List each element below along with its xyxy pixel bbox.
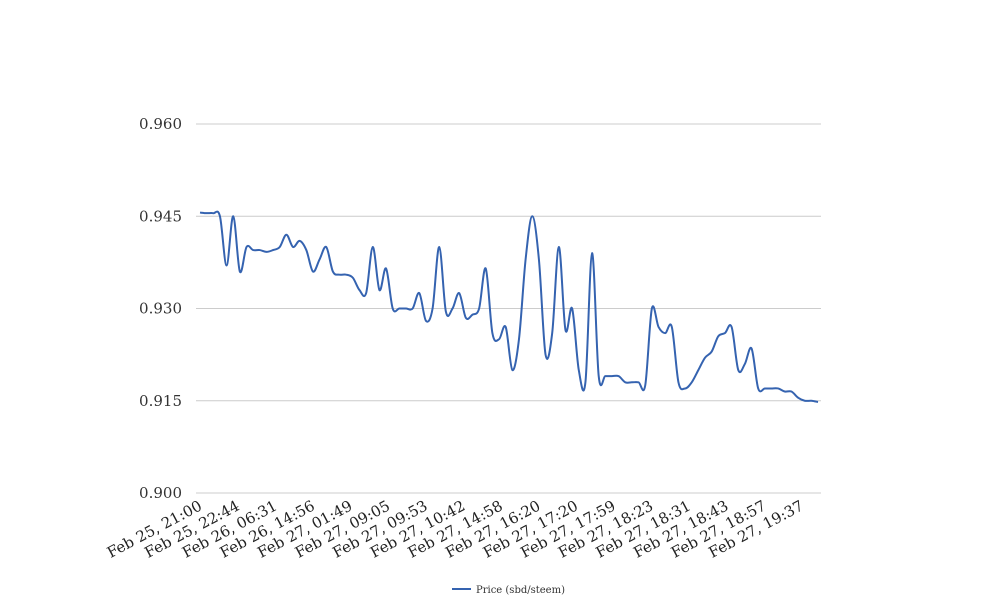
y-tick-label: 0.930 <box>139 300 182 318</box>
legend[interactable]: Price (sbd/steem) <box>452 585 565 596</box>
gridlines <box>196 123 821 494</box>
y-tick-label: 0.960 <box>139 115 182 133</box>
series-line-price <box>199 210 819 403</box>
legend-label: Price (sbd/steem) <box>476 585 565 596</box>
y-axis-ticks: 0.960 0.945 0.930 0.915 0.900 <box>139 115 182 502</box>
y-tick-label: 0.900 <box>139 484 182 502</box>
y-tick-label: 0.945 <box>139 207 182 225</box>
series-layer <box>199 210 819 403</box>
y-tick-label: 0.915 <box>139 392 182 410</box>
